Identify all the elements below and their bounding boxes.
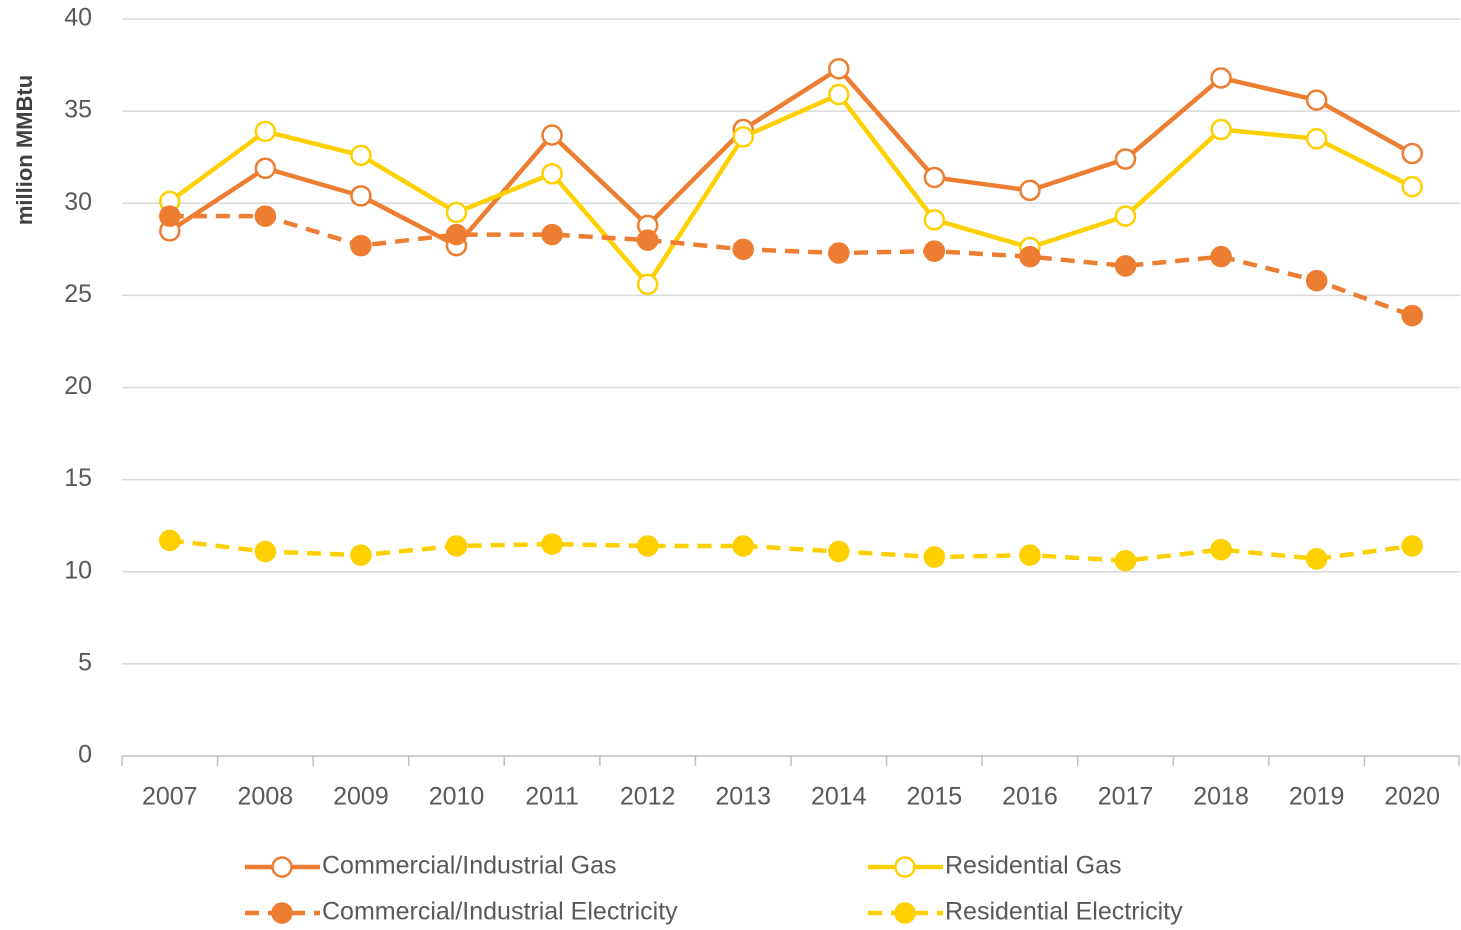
series-marker: [541, 533, 563, 555]
x-tick-label: 2015: [907, 783, 963, 811]
x-tick-label: 2009: [333, 783, 389, 811]
series-marker: [350, 144, 372, 167]
y-tick-label: 20: [64, 372, 92, 400]
series-marker: [350, 544, 372, 566]
x-tick-label: 2016: [1002, 783, 1058, 811]
y-axis-label: million MMBtu: [12, 75, 37, 225]
series-marker: [1401, 175, 1423, 198]
y-tick-label: 25: [64, 280, 92, 308]
legend-label: Residential Gas: [945, 852, 1121, 880]
series-marker: [923, 546, 946, 568]
series-marker: [350, 234, 372, 257]
x-tick-label: 2018: [1193, 783, 1249, 811]
series-marker: [828, 242, 850, 264]
series-marker: [828, 57, 850, 80]
series-marker: [923, 240, 946, 262]
series-marker: [1019, 179, 1041, 202]
series-line: [169, 213, 1413, 318]
legend-label: Residential Electricity: [945, 898, 1183, 926]
legend-label: Commercial/Industrial Electricity: [322, 898, 678, 926]
series-line: [168, 66, 1414, 248]
x-tick-label: 2011: [525, 783, 579, 811]
series-marker: [1305, 269, 1328, 292]
series-marker: [1210, 118, 1232, 141]
series-marker: [1401, 535, 1423, 557]
series-marker: [254, 205, 277, 227]
series-marker: [1305, 548, 1328, 570]
series-marker: [1401, 304, 1423, 327]
legend-marker: [271, 856, 293, 878]
series-marker: [1210, 538, 1232, 561]
series-marker: [636, 273, 659, 296]
series-marker: [445, 535, 468, 557]
series-marker: [1019, 245, 1041, 268]
series-marker: [1401, 142, 1423, 165]
x-tick-label: 2013: [715, 783, 771, 811]
legend-marker: [894, 902, 916, 924]
series-marker: [732, 535, 754, 557]
y-tick-label: 0: [78, 741, 92, 769]
series-marker: [1114, 205, 1137, 227]
y-tick-label: 10: [64, 556, 92, 584]
x-tick-label: 2020: [1384, 783, 1440, 811]
series-line: [169, 538, 1413, 563]
series-marker: [636, 229, 659, 251]
series-marker: [350, 185, 372, 207]
series-marker: [1210, 245, 1232, 268]
series-marker: [828, 540, 850, 563]
x-tick-label: 2017: [1098, 783, 1154, 811]
x-tick-label: 2019: [1289, 783, 1345, 811]
series-marker: [445, 201, 468, 224]
x-tick-label: 2007: [142, 783, 198, 811]
y-tick-label: 15: [64, 464, 92, 492]
x-tick-label: 2012: [620, 783, 676, 811]
x-tick-label: 2010: [429, 783, 485, 811]
series-line: [168, 92, 1414, 287]
series-marker: [1114, 148, 1137, 170]
y-tick-label: 35: [64, 96, 92, 124]
legend-marker: [894, 856, 916, 878]
series-marker: [254, 540, 277, 563]
series-marker: [541, 124, 563, 146]
series-marker: [1114, 549, 1137, 572]
y-tick-label: 30: [64, 188, 92, 216]
series-marker: [254, 157, 277, 179]
series-marker: [445, 223, 468, 246]
series-marker: [1305, 128, 1328, 150]
series-marker: [1305, 89, 1328, 111]
series-marker: [636, 535, 659, 557]
series-marker: [159, 529, 181, 552]
y-tick-label: 5: [78, 648, 92, 676]
series-marker: [732, 238, 754, 261]
series-marker: [1210, 67, 1232, 89]
legend-marker: [271, 902, 293, 924]
series-marker: [541, 223, 563, 246]
series-marker: [828, 83, 850, 106]
series-marker: [1114, 255, 1137, 277]
series-marker: [732, 126, 754, 148]
series-marker: [1019, 544, 1041, 566]
x-tick-label: 2008: [238, 783, 294, 811]
series-marker: [159, 205, 181, 227]
legend-label: Commercial/Industrial Gas: [322, 852, 617, 880]
y-tick-label: 40: [64, 4, 92, 32]
series-marker: [923, 209, 946, 231]
series-marker: [254, 120, 277, 143]
series-marker: [923, 166, 946, 189]
x-tick-label: 2014: [811, 783, 867, 811]
series-marker: [541, 163, 563, 185]
